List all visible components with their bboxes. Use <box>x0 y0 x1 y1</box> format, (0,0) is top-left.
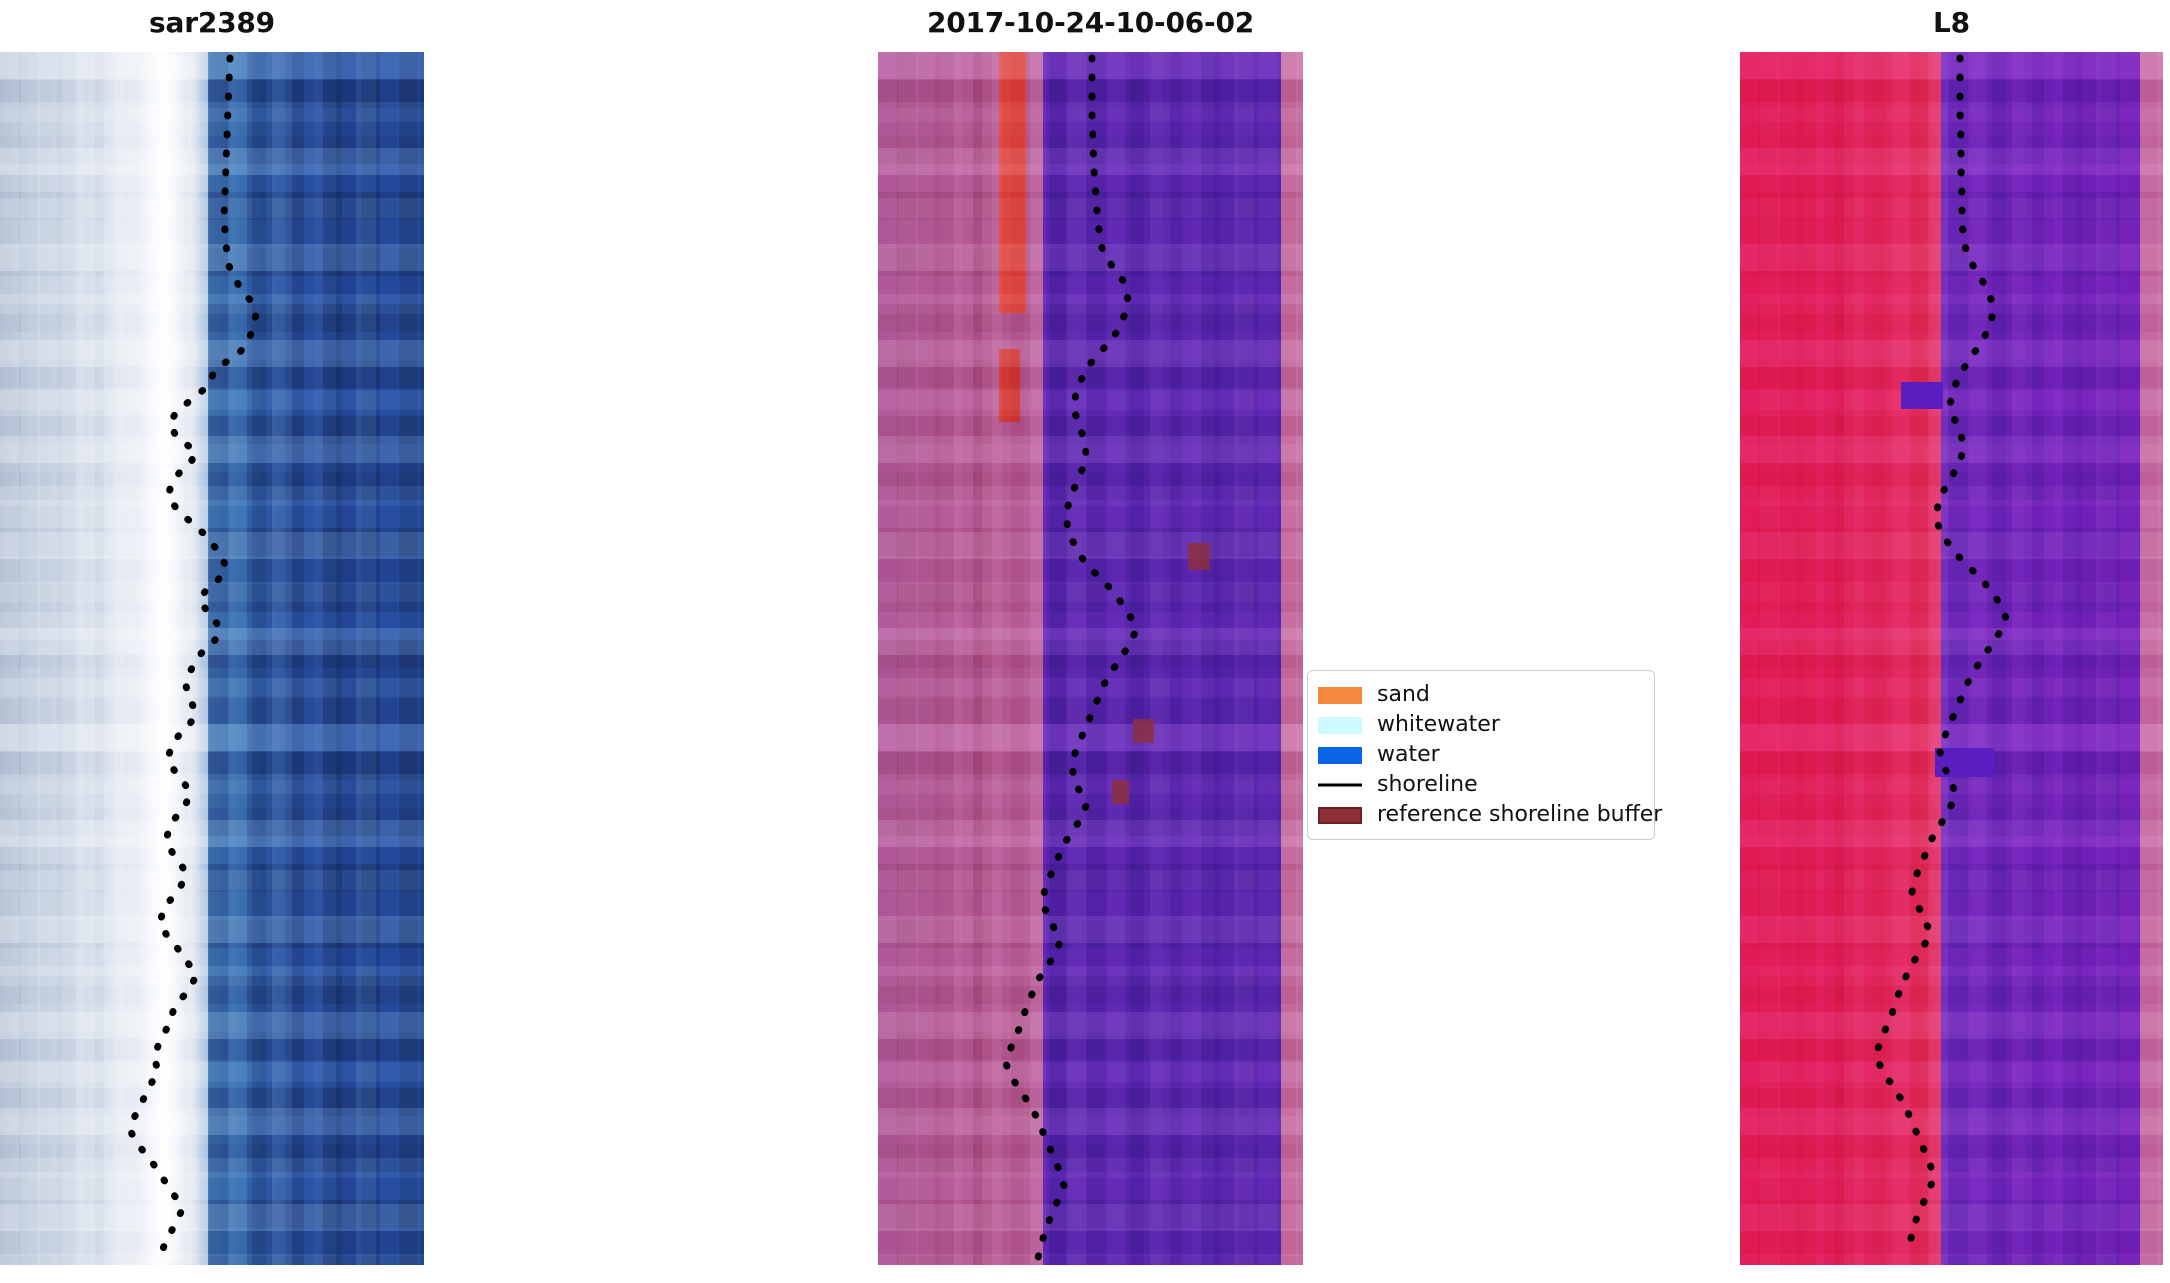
classified-buffer-patch-3 <box>1111 779 1129 805</box>
legend-label-water: water <box>1377 742 1440 767</box>
legend-label-reference-shoreline-buffer: reference shoreline buffer <box>1377 802 1663 827</box>
l8-raster <box>1740 52 2163 1265</box>
legend-label-sand: sand <box>1377 682 1430 707</box>
panel-title-sar: sar2389 <box>149 6 275 39</box>
panel-classified-image[interactable] <box>878 52 1303 1265</box>
panel-l8-image[interactable] <box>1740 52 2163 1265</box>
legend-box: sand whitewater water shoreline referenc… <box>1307 670 1662 840</box>
panel-title-l8: L8 <box>1933 6 1970 39</box>
legend-item-whitewater[interactable]: whitewater <box>1318 710 1642 740</box>
classified-pixel-mosaic-secondary <box>878 52 1303 1265</box>
legend-label-shoreline: shoreline <box>1377 772 1478 797</box>
classified-buffer-patch-2 <box>1133 719 1155 744</box>
reference-shoreline-buffer-swatch-icon <box>1318 806 1362 824</box>
legend-item-water[interactable]: water <box>1318 740 1642 770</box>
sand-swatch-icon <box>1318 686 1362 704</box>
sar-raster <box>0 52 424 1265</box>
sar-pixel-mosaic-secondary <box>0 52 424 1265</box>
legend-item-sand[interactable]: sand <box>1318 680 1642 710</box>
l8-dark-patch-upper <box>1900 381 1944 409</box>
l8-dark-patch-lower <box>1934 748 1994 778</box>
panel-sar-image[interactable] <box>0 52 424 1265</box>
classified-buffer-patch-1 <box>1188 543 1210 570</box>
classified-edge-strip <box>1280 52 1303 1265</box>
legend-item-reference-shoreline-buffer[interactable]: reference shoreline buffer <box>1318 800 1662 830</box>
shoreline-line-icon <box>1318 777 1362 794</box>
water-swatch-icon <box>1318 746 1362 764</box>
legend-item-shoreline[interactable]: shoreline <box>1318 770 1642 800</box>
l8-edge-strip <box>2140 52 2163 1265</box>
panel-title-classified: 2017-10-24-10-06-02 <box>926 6 1255 39</box>
whitewater-swatch-icon <box>1318 716 1362 734</box>
legend-label-whitewater: whitewater <box>1377 712 1500 737</box>
classified-raster <box>878 52 1303 1265</box>
l8-pixel-mosaic-secondary <box>1740 52 2163 1265</box>
